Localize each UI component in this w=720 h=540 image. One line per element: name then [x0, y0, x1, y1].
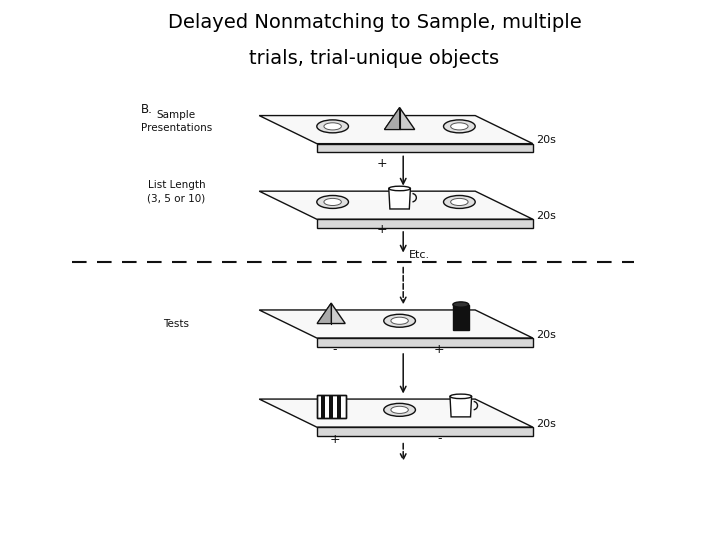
Polygon shape	[318, 303, 331, 323]
Ellipse shape	[391, 406, 408, 414]
Ellipse shape	[444, 120, 475, 133]
Ellipse shape	[389, 186, 410, 191]
Bar	[329, 395, 333, 418]
Ellipse shape	[451, 198, 468, 206]
Polygon shape	[259, 116, 533, 144]
Polygon shape	[450, 396, 472, 417]
Ellipse shape	[324, 123, 341, 130]
Text: -: -	[333, 343, 337, 356]
Text: 20s: 20s	[536, 330, 557, 340]
Bar	[317, 395, 346, 418]
Bar	[317, 395, 346, 418]
Ellipse shape	[317, 120, 348, 133]
Polygon shape	[389, 188, 410, 209]
Text: +: +	[377, 222, 387, 236]
Polygon shape	[384, 107, 400, 130]
Polygon shape	[384, 107, 415, 130]
Ellipse shape	[453, 302, 469, 307]
Ellipse shape	[317, 195, 348, 208]
Polygon shape	[317, 219, 533, 228]
Polygon shape	[259, 191, 533, 219]
Ellipse shape	[384, 314, 415, 327]
Polygon shape	[453, 305, 469, 330]
Polygon shape	[317, 338, 533, 347]
Polygon shape	[318, 303, 346, 323]
Text: +: +	[377, 157, 387, 170]
Text: +: +	[434, 343, 444, 356]
Bar	[338, 395, 341, 418]
Text: Sample
Presentations: Sample Presentations	[141, 110, 212, 133]
Text: List Length
(3, 5 or 10): List Length (3, 5 or 10)	[148, 180, 205, 203]
Text: trials, trial-unique objects: trials, trial-unique objects	[249, 49, 500, 68]
Text: B.: B.	[140, 103, 152, 116]
Bar	[321, 395, 325, 418]
Polygon shape	[317, 427, 533, 436]
Ellipse shape	[444, 195, 475, 208]
Ellipse shape	[450, 394, 472, 399]
Ellipse shape	[324, 198, 341, 206]
Text: 20s: 20s	[536, 136, 557, 145]
Text: Delayed Nonmatching to Sample, multiple: Delayed Nonmatching to Sample, multiple	[168, 14, 581, 32]
Text: Etc.: Etc.	[409, 249, 430, 260]
Text: 20s: 20s	[536, 211, 557, 221]
Ellipse shape	[391, 317, 408, 325]
Ellipse shape	[451, 123, 468, 130]
Text: Tests: Tests	[163, 319, 189, 329]
Polygon shape	[317, 144, 533, 152]
Polygon shape	[259, 310, 533, 338]
Text: -: -	[437, 433, 441, 446]
Text: 20s: 20s	[536, 419, 557, 429]
Text: +: +	[330, 433, 340, 446]
Ellipse shape	[384, 403, 415, 416]
Polygon shape	[259, 399, 533, 427]
